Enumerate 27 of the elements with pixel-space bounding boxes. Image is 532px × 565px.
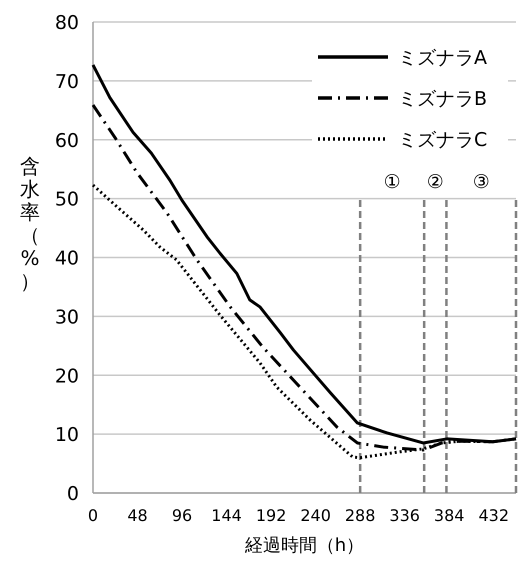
x-tick-label: 384: [434, 506, 464, 525]
y-tick-label: 70: [54, 70, 79, 93]
y-tick-label: 80: [54, 12, 79, 34]
y-tick-label: 0: [66, 483, 79, 505]
y-tick-label: 30: [54, 306, 79, 328]
annotation: ③: [472, 171, 490, 193]
x-tick-label: 144: [211, 506, 242, 525]
annotation: ②: [426, 171, 444, 193]
legend-label: ミズナラC: [398, 129, 488, 151]
x-tick-label: 192: [256, 506, 286, 525]
legend-label: ミズナラA: [398, 47, 487, 69]
x-tick-label: 288: [344, 506, 376, 525]
y-tick-label: 50: [54, 188, 79, 211]
x-tick-label: 336: [389, 506, 420, 525]
y-tick-label: 10: [54, 424, 79, 446]
legend-label: ミズナラB: [398, 88, 488, 110]
x-tick-label: 96: [172, 506, 192, 525]
x-tick-label: 432: [478, 506, 510, 525]
x-tick-label: 48: [127, 506, 148, 525]
x-tick-label: 240: [300, 506, 331, 525]
x-tick-label: 0: [88, 506, 98, 525]
annotation: ①: [384, 171, 401, 193]
y-axis-title: 含水率（%）: [20, 154, 40, 294]
x-axis-title: 経過時間（h）: [244, 535, 364, 556]
y-tick-label: 20: [54, 365, 79, 388]
y-tick-label: 40: [54, 248, 79, 270]
y-tick-label: 60: [54, 130, 79, 152]
